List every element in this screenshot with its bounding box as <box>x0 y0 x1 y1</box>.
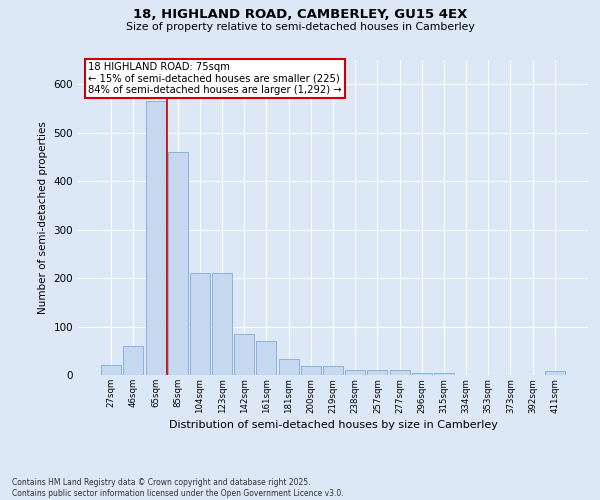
Bar <box>345 370 365 375</box>
Bar <box>389 370 410 375</box>
Text: 18 HIGHLAND ROAD: 75sqm
← 15% of semi-detached houses are smaller (225)
84% of s: 18 HIGHLAND ROAD: 75sqm ← 15% of semi-de… <box>88 62 342 95</box>
Bar <box>168 152 188 375</box>
Bar <box>190 273 210 375</box>
Bar <box>278 359 299 375</box>
Bar <box>301 366 321 375</box>
Bar <box>412 372 432 375</box>
Bar <box>434 372 454 375</box>
Bar <box>256 341 277 375</box>
Text: 18, HIGHLAND ROAD, CAMBERLEY, GU15 4EX: 18, HIGHLAND ROAD, CAMBERLEY, GU15 4EX <box>133 8 467 20</box>
X-axis label: Distribution of semi-detached houses by size in Camberley: Distribution of semi-detached houses by … <box>169 420 497 430</box>
Bar <box>323 366 343 375</box>
Y-axis label: Number of semi-detached properties: Number of semi-detached properties <box>38 121 48 314</box>
Bar <box>212 273 232 375</box>
Text: Contains HM Land Registry data © Crown copyright and database right 2025.
Contai: Contains HM Land Registry data © Crown c… <box>12 478 344 498</box>
Bar <box>234 334 254 375</box>
Bar <box>101 366 121 375</box>
Bar <box>124 346 143 375</box>
Text: Size of property relative to semi-detached houses in Camberley: Size of property relative to semi-detach… <box>125 22 475 32</box>
Bar <box>146 101 166 375</box>
Bar <box>545 371 565 375</box>
Bar <box>367 370 388 375</box>
